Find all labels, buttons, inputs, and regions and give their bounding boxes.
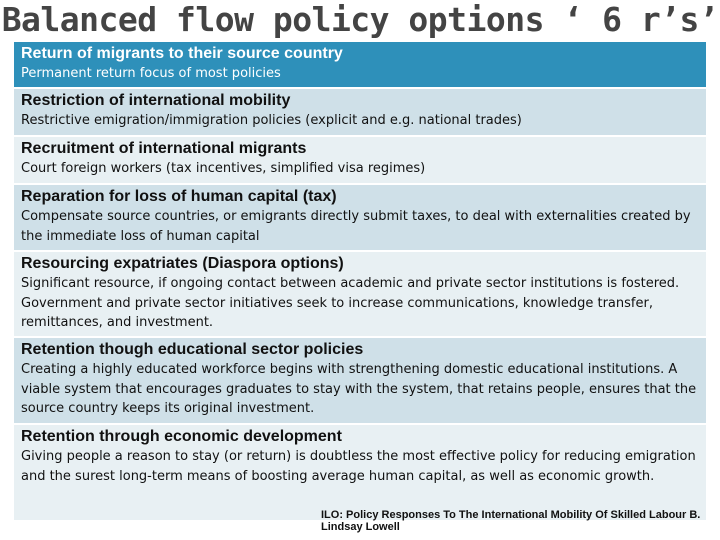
policy-row-recruitment: Recruitment of international migrants Co… [14, 137, 706, 185]
policy-heading: Reparation for loss of human capital (ta… [21, 188, 337, 205]
policy-heading: Retention through economic development [21, 428, 342, 445]
policy-heading: Retention though educational sector poli… [21, 341, 364, 358]
policy-heading: Resourcing expatriates (Diaspora options… [21, 255, 344, 272]
policy-heading: Recruitment of international migrants [21, 140, 307, 157]
policy-description: Permanent return focus of most policies [21, 66, 281, 81]
slide-title: Balanced flow policy options ‘ 6 r’s’ [1, 0, 719, 39]
source-citation: ILO: Policy Responses To The Internation… [321, 509, 701, 533]
policy-row-restriction: Restriction of international mobility Re… [14, 89, 706, 137]
policy-description: Compensate source countries, or emigrant… [21, 209, 691, 244]
policy-row-resourcing: Resourcing expatriates (Diaspora options… [14, 252, 706, 338]
policy-description: Significant resource, if ongoing contact… [21, 276, 680, 330]
policy-row-retention-economic: Retention through economic development G… [14, 425, 706, 520]
policy-heading: Restriction of international mobility [21, 92, 291, 109]
policy-description: Giving people a reason to stay (or retur… [21, 449, 696, 484]
policy-row-return: Return of migrants to their source count… [14, 42, 706, 89]
policy-options-table: Return of migrants to their source count… [14, 42, 706, 520]
policy-description: Restrictive emigration/immigration polic… [21, 113, 522, 128]
policy-row-reparation: Reparation for loss of human capital (ta… [14, 185, 706, 252]
policy-heading: Return of migrants to their source count… [21, 45, 343, 62]
policy-description: Court foreign workers (tax incentives, s… [21, 161, 426, 176]
policy-description: Creating a highly educated workforce beg… [21, 362, 697, 416]
policy-row-retention-education: Retention though educational sector poli… [14, 338, 706, 425]
